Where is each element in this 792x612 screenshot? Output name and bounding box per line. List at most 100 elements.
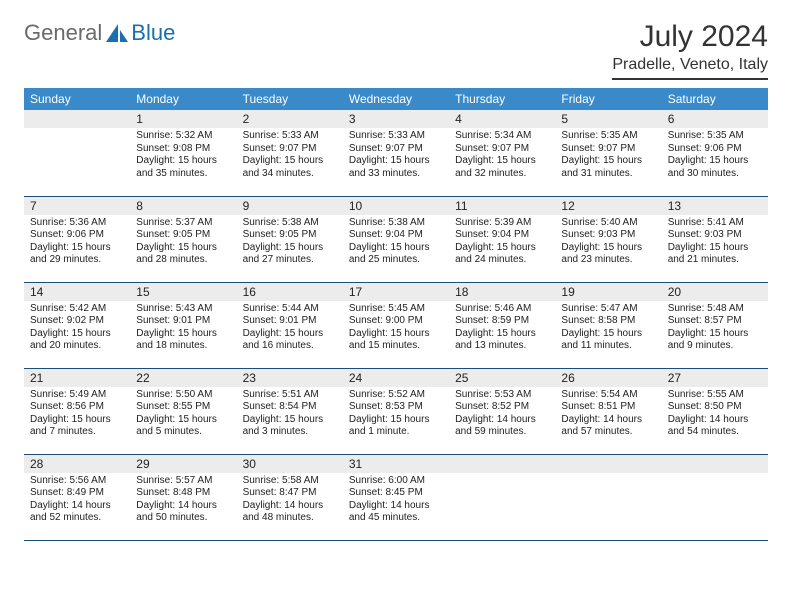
day-number: 23 (237, 369, 343, 387)
day-number: 8 (130, 197, 236, 215)
day-content: Sunrise: 5:48 AMSunset: 8:57 PMDaylight:… (662, 301, 768, 357)
day-content: Sunrise: 5:35 AMSunset: 9:07 PMDaylight:… (555, 128, 661, 184)
day-number: 18 (449, 283, 555, 301)
day-content: Sunrise: 5:54 AMSunset: 8:51 PMDaylight:… (555, 387, 661, 443)
day-content: Sunrise: 5:50 AMSunset: 8:55 PMDaylight:… (130, 387, 236, 443)
day-header: Tuesday (237, 88, 343, 110)
day-content: Sunrise: 5:39 AMSunset: 9:04 PMDaylight:… (449, 215, 555, 271)
calendar-cell: 11Sunrise: 5:39 AMSunset: 9:04 PMDayligh… (449, 196, 555, 282)
day-number: 30 (237, 455, 343, 473)
calendar-cell: 2Sunrise: 5:33 AMSunset: 9:07 PMDaylight… (237, 110, 343, 196)
calendar-cell: 10Sunrise: 5:38 AMSunset: 9:04 PMDayligh… (343, 196, 449, 282)
location-label: Pradelle, Veneto, Italy (612, 56, 768, 80)
day-content: Sunrise: 5:42 AMSunset: 9:02 PMDaylight:… (24, 301, 130, 357)
day-header: Thursday (449, 88, 555, 110)
day-content: Sunrise: 5:53 AMSunset: 8:52 PMDaylight:… (449, 387, 555, 443)
calendar-cell: 14Sunrise: 5:42 AMSunset: 9:02 PMDayligh… (24, 282, 130, 368)
day-number: 10 (343, 197, 449, 215)
calendar-cell: 12Sunrise: 5:40 AMSunset: 9:03 PMDayligh… (555, 196, 661, 282)
calendar-cell (662, 454, 768, 540)
day-content: Sunrise: 6:00 AMSunset: 8:45 PMDaylight:… (343, 473, 449, 529)
day-content: Sunrise: 5:40 AMSunset: 9:03 PMDaylight:… (555, 215, 661, 271)
day-content: Sunrise: 5:35 AMSunset: 9:06 PMDaylight:… (662, 128, 768, 184)
day-content: Sunrise: 5:41 AMSunset: 9:03 PMDaylight:… (662, 215, 768, 271)
day-content: Sunrise: 5:55 AMSunset: 8:50 PMDaylight:… (662, 387, 768, 443)
calendar-cell: 20Sunrise: 5:48 AMSunset: 8:57 PMDayligh… (662, 282, 768, 368)
day-content: Sunrise: 5:38 AMSunset: 9:05 PMDaylight:… (237, 215, 343, 271)
day-number: 27 (662, 369, 768, 387)
day-header: Wednesday (343, 88, 449, 110)
day-content: Sunrise: 5:34 AMSunset: 9:07 PMDaylight:… (449, 128, 555, 184)
day-header: Saturday (662, 88, 768, 110)
day-number: 26 (555, 369, 661, 387)
calendar-week-row: 28Sunrise: 5:56 AMSunset: 8:49 PMDayligh… (24, 454, 768, 540)
calendar-cell: 25Sunrise: 5:53 AMSunset: 8:52 PMDayligh… (449, 368, 555, 454)
day-number: 5 (555, 110, 661, 128)
day-number: 19 (555, 283, 661, 301)
day-content: Sunrise: 5:33 AMSunset: 9:07 PMDaylight:… (237, 128, 343, 184)
logo-sail-icon (104, 22, 130, 44)
day-number: 17 (343, 283, 449, 301)
calendar-cell: 17Sunrise: 5:45 AMSunset: 9:00 PMDayligh… (343, 282, 449, 368)
calendar-cell: 26Sunrise: 5:54 AMSunset: 8:51 PMDayligh… (555, 368, 661, 454)
calendar-cell (24, 110, 130, 196)
day-content: Sunrise: 5:56 AMSunset: 8:49 PMDaylight:… (24, 473, 130, 529)
day-content: Sunrise: 5:49 AMSunset: 8:56 PMDaylight:… (24, 387, 130, 443)
month-title: July 2024 (612, 20, 768, 54)
calendar-table: Sunday Monday Tuesday Wednesday Thursday… (24, 88, 768, 541)
day-content: Sunrise: 5:45 AMSunset: 9:00 PMDaylight:… (343, 301, 449, 357)
day-number: 20 (662, 283, 768, 301)
day-number: 12 (555, 197, 661, 215)
logo-text-2: Blue (131, 20, 175, 46)
day-number-empty (449, 455, 555, 473)
calendar-cell: 21Sunrise: 5:49 AMSunset: 8:56 PMDayligh… (24, 368, 130, 454)
calendar-cell: 5Sunrise: 5:35 AMSunset: 9:07 PMDaylight… (555, 110, 661, 196)
day-number: 16 (237, 283, 343, 301)
day-number: 11 (449, 197, 555, 215)
calendar-cell: 23Sunrise: 5:51 AMSunset: 8:54 PMDayligh… (237, 368, 343, 454)
day-content: Sunrise: 5:36 AMSunset: 9:06 PMDaylight:… (24, 215, 130, 271)
calendar-cell: 8Sunrise: 5:37 AMSunset: 9:05 PMDaylight… (130, 196, 236, 282)
calendar-cell: 13Sunrise: 5:41 AMSunset: 9:03 PMDayligh… (662, 196, 768, 282)
day-number: 24 (343, 369, 449, 387)
calendar-cell: 18Sunrise: 5:46 AMSunset: 8:59 PMDayligh… (449, 282, 555, 368)
calendar-cell: 7Sunrise: 5:36 AMSunset: 9:06 PMDaylight… (24, 196, 130, 282)
calendar-cell: 29Sunrise: 5:57 AMSunset: 8:48 PMDayligh… (130, 454, 236, 540)
day-number: 4 (449, 110, 555, 128)
day-header-row: Sunday Monday Tuesday Wednesday Thursday… (24, 88, 768, 110)
calendar-cell: 4Sunrise: 5:34 AMSunset: 9:07 PMDaylight… (449, 110, 555, 196)
logo-text-1: General (24, 20, 102, 46)
day-number: 29 (130, 455, 236, 473)
calendar-cell: 19Sunrise: 5:47 AMSunset: 8:58 PMDayligh… (555, 282, 661, 368)
day-number: 2 (237, 110, 343, 128)
day-number: 25 (449, 369, 555, 387)
calendar-week-row: 1Sunrise: 5:32 AMSunset: 9:08 PMDaylight… (24, 110, 768, 196)
calendar-cell: 16Sunrise: 5:44 AMSunset: 9:01 PMDayligh… (237, 282, 343, 368)
day-number: 28 (24, 455, 130, 473)
day-content: Sunrise: 5:33 AMSunset: 9:07 PMDaylight:… (343, 128, 449, 184)
day-number-empty (662, 455, 768, 473)
calendar-cell: 6Sunrise: 5:35 AMSunset: 9:06 PMDaylight… (662, 110, 768, 196)
day-number: 22 (130, 369, 236, 387)
calendar-cell: 1Sunrise: 5:32 AMSunset: 9:08 PMDaylight… (130, 110, 236, 196)
day-number: 3 (343, 110, 449, 128)
calendar-cell: 27Sunrise: 5:55 AMSunset: 8:50 PMDayligh… (662, 368, 768, 454)
calendar-cell: 24Sunrise: 5:52 AMSunset: 8:53 PMDayligh… (343, 368, 449, 454)
calendar-week-row: 14Sunrise: 5:42 AMSunset: 9:02 PMDayligh… (24, 282, 768, 368)
day-header: Monday (130, 88, 236, 110)
logo: General Blue (24, 20, 175, 46)
day-content: Sunrise: 5:38 AMSunset: 9:04 PMDaylight:… (343, 215, 449, 271)
day-content: Sunrise: 5:52 AMSunset: 8:53 PMDaylight:… (343, 387, 449, 443)
day-content: Sunrise: 5:37 AMSunset: 9:05 PMDaylight:… (130, 215, 236, 271)
calendar-week-row: 21Sunrise: 5:49 AMSunset: 8:56 PMDayligh… (24, 368, 768, 454)
day-header: Sunday (24, 88, 130, 110)
day-content: Sunrise: 5:57 AMSunset: 8:48 PMDaylight:… (130, 473, 236, 529)
day-content: Sunrise: 5:46 AMSunset: 8:59 PMDaylight:… (449, 301, 555, 357)
day-content: Sunrise: 5:58 AMSunset: 8:47 PMDaylight:… (237, 473, 343, 529)
calendar-cell: 28Sunrise: 5:56 AMSunset: 8:49 PMDayligh… (24, 454, 130, 540)
calendar-cell: 3Sunrise: 5:33 AMSunset: 9:07 PMDaylight… (343, 110, 449, 196)
day-content: Sunrise: 5:51 AMSunset: 8:54 PMDaylight:… (237, 387, 343, 443)
calendar-cell (555, 454, 661, 540)
day-number: 31 (343, 455, 449, 473)
day-number: 6 (662, 110, 768, 128)
